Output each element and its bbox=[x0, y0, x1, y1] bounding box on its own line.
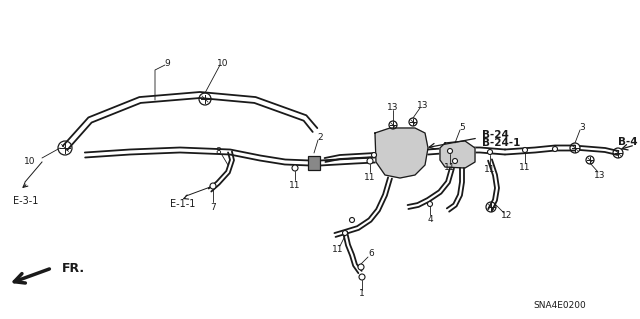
Circle shape bbox=[447, 149, 452, 153]
Text: 9: 9 bbox=[164, 58, 170, 68]
Text: E-3-1: E-3-1 bbox=[13, 196, 38, 206]
Text: 11: 11 bbox=[444, 164, 456, 173]
Text: 13: 13 bbox=[595, 170, 605, 180]
Circle shape bbox=[488, 150, 493, 154]
Text: B-24: B-24 bbox=[482, 130, 509, 140]
Text: SNA4E0200: SNA4E0200 bbox=[534, 300, 586, 309]
Text: 8: 8 bbox=[215, 147, 221, 157]
Text: 13: 13 bbox=[417, 101, 429, 110]
Circle shape bbox=[349, 218, 355, 222]
Text: B-24-1: B-24-1 bbox=[482, 138, 520, 148]
Text: 3: 3 bbox=[579, 122, 585, 131]
Text: 11: 11 bbox=[289, 181, 301, 189]
Bar bbox=[308, 156, 320, 170]
Circle shape bbox=[358, 264, 364, 270]
Text: 12: 12 bbox=[501, 211, 513, 220]
Text: 6: 6 bbox=[368, 249, 374, 258]
Circle shape bbox=[428, 202, 433, 206]
Text: 10: 10 bbox=[24, 158, 35, 167]
Text: 11: 11 bbox=[484, 165, 496, 174]
Circle shape bbox=[359, 274, 365, 280]
Circle shape bbox=[342, 231, 348, 235]
Text: 2: 2 bbox=[317, 132, 323, 142]
Text: 11: 11 bbox=[364, 173, 376, 182]
Circle shape bbox=[522, 147, 527, 152]
Text: 13: 13 bbox=[387, 102, 399, 112]
Circle shape bbox=[367, 158, 373, 164]
Text: 7: 7 bbox=[210, 203, 216, 211]
Circle shape bbox=[452, 159, 458, 164]
Polygon shape bbox=[440, 141, 475, 168]
Polygon shape bbox=[375, 128, 428, 178]
Circle shape bbox=[292, 165, 298, 171]
Text: 4: 4 bbox=[427, 214, 433, 224]
Text: FR.: FR. bbox=[62, 262, 85, 275]
Text: 5: 5 bbox=[459, 122, 465, 131]
Circle shape bbox=[371, 152, 376, 158]
Text: 11: 11 bbox=[519, 162, 531, 172]
Circle shape bbox=[210, 183, 216, 189]
Text: 10: 10 bbox=[217, 58, 228, 68]
Text: E-1-1: E-1-1 bbox=[170, 199, 195, 209]
Circle shape bbox=[552, 146, 557, 152]
Text: 1: 1 bbox=[359, 290, 365, 299]
Text: B-4: B-4 bbox=[618, 137, 638, 147]
Text: 11: 11 bbox=[332, 246, 344, 255]
